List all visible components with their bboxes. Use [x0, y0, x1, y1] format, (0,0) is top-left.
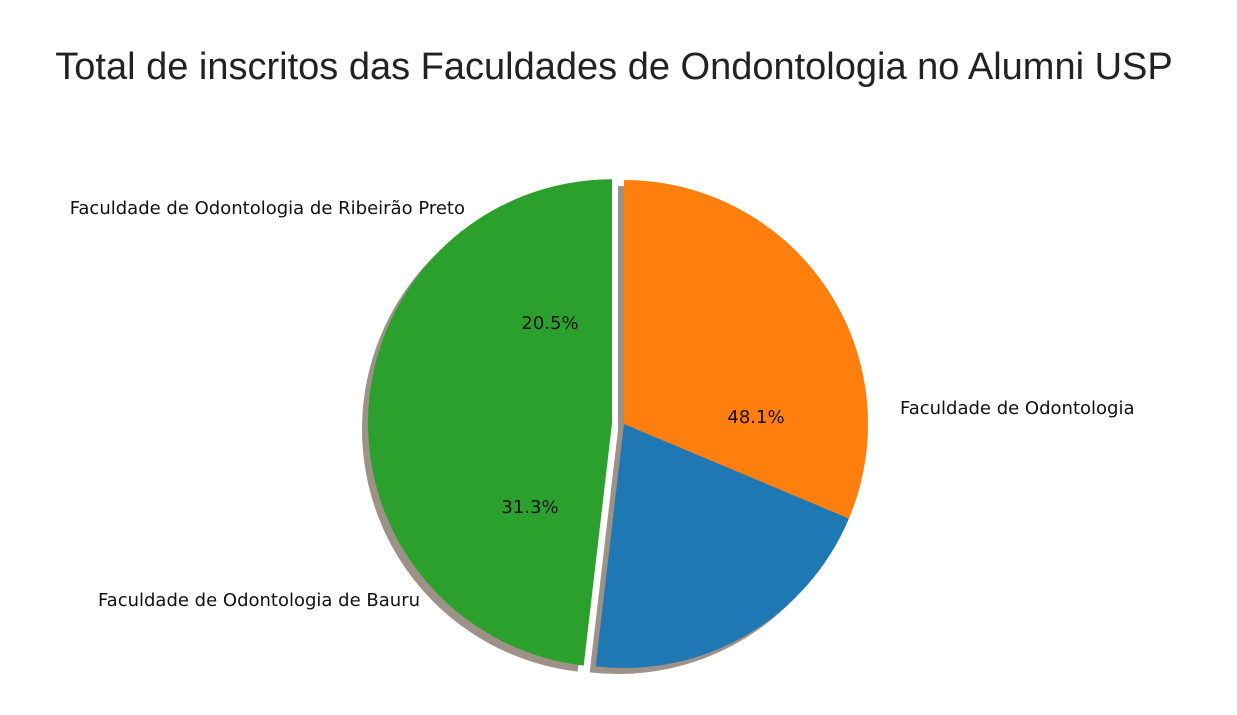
- slice-percentage-label: 48.1%: [727, 407, 784, 428]
- pie-labels: Faculdade de Odontologia 48.1% Faculdade d…: [70, 198, 1135, 611]
- slice-label: Faculdade de Odontologia de Ribeirão Pre…: [70, 198, 465, 219]
- pie-slice-1: [368, 179, 613, 666]
- pie-slices: [368, 179, 868, 668]
- chart-title: Total de inscritos das Faculdades de Ond…: [55, 46, 1173, 88]
- slice-percentage-label: 20.5%: [521, 313, 578, 334]
- slice-label: Faculdade de Odontologia: [900, 398, 1135, 419]
- pie-slice-2: [595, 424, 849, 668]
- pie-slice-3: [624, 180, 868, 519]
- slice-percentage-label: 31.3%: [501, 497, 558, 518]
- slice-label: Faculdade de Odontologia de Bauru: [98, 590, 420, 611]
